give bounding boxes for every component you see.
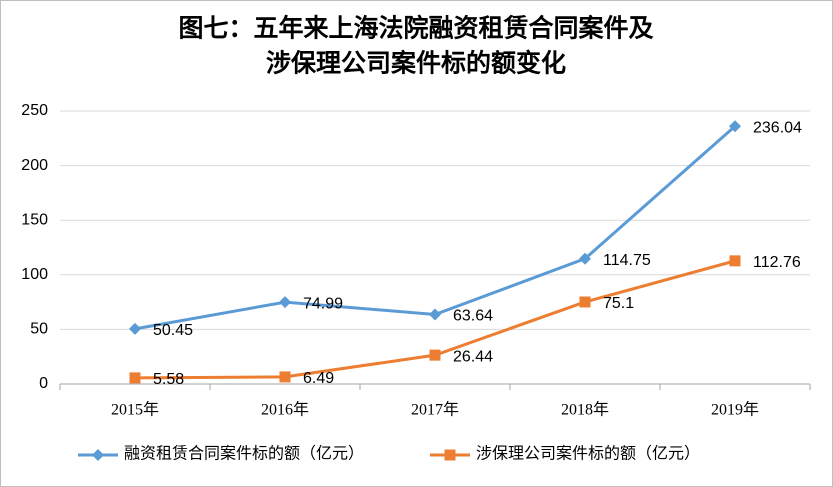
- x-tick-label: 2016年: [261, 401, 309, 419]
- marker: [279, 296, 291, 309]
- data-label: 63.64: [453, 308, 493, 325]
- marker: [729, 120, 741, 133]
- chart-title: 图七：五年来上海法院融资租赁合同案件及: [178, 14, 653, 43]
- marker: [279, 371, 291, 383]
- legend-label: 融资租赁合同案件标的额（亿元）: [124, 445, 364, 463]
- x-tick-label: 2018年: [561, 401, 609, 419]
- marker: [444, 449, 456, 461]
- marker: [429, 308, 441, 321]
- chart-title: 涉保理公司案件标的额变化: [266, 49, 566, 78]
- marker: [579, 296, 591, 308]
- marker: [92, 449, 104, 461]
- y-tick-label: 0: [39, 375, 48, 392]
- x-tick-label: 2019年: [711, 401, 759, 419]
- marker: [129, 372, 141, 384]
- data-label: 74.99: [303, 295, 343, 312]
- marker: [729, 255, 741, 267]
- legend-label: 涉保理公司案件标的额（亿元）: [476, 445, 700, 463]
- marker: [579, 252, 591, 265]
- data-label: 75.1: [603, 295, 634, 312]
- data-label: 50.45: [153, 322, 193, 339]
- y-tick-label: 50: [30, 321, 48, 338]
- data-label: 236.04: [753, 119, 802, 136]
- x-tick-label: 2017年: [411, 401, 459, 419]
- x-tick-label: 2015年: [111, 401, 159, 419]
- y-tick-label: 100: [21, 266, 48, 283]
- data-label: 114.75: [603, 252, 651, 269]
- data-label: 26.44: [453, 348, 493, 365]
- data-label: 5.58: [153, 371, 184, 388]
- y-tick-label: 150: [21, 211, 48, 228]
- data-label: 112.76: [753, 254, 801, 271]
- marker: [429, 349, 441, 361]
- data-label: 6.49: [303, 370, 334, 387]
- y-tick-label: 250: [21, 102, 48, 119]
- marker: [129, 322, 141, 335]
- y-tick-label: 200: [21, 157, 48, 174]
